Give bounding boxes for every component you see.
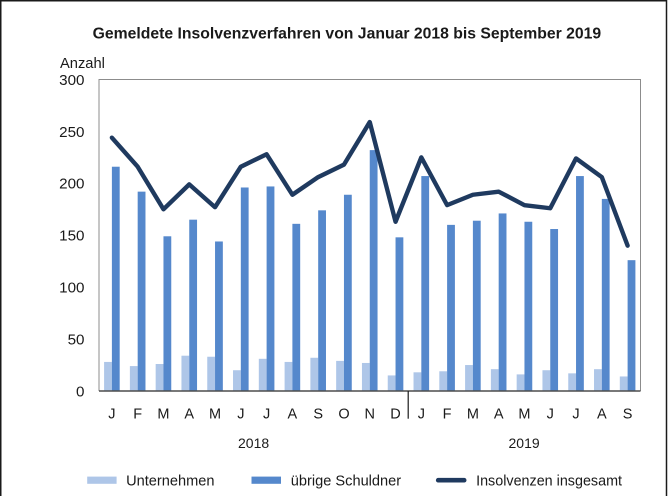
svg-text:F: F (133, 406, 142, 422)
svg-text:M: M (467, 406, 479, 422)
svg-text:J: J (572, 406, 579, 422)
svg-text:M: M (157, 406, 169, 422)
svg-text:Anzahl: Anzahl (60, 56, 105, 72)
svg-text:J: J (547, 406, 554, 422)
svg-text:O: O (338, 406, 349, 422)
svg-text:150: 150 (59, 228, 84, 245)
svg-text:J: J (263, 406, 270, 422)
svg-text:übrige Schuldner: übrige Schuldner (291, 474, 401, 490)
svg-text:Gemeldete Insolvenzverfahren v: Gemeldete Insolvenzverfahren von Januar … (93, 26, 602, 43)
svg-text:100: 100 (59, 280, 84, 297)
svg-text:2019: 2019 (509, 435, 540, 451)
svg-text:Insolvenzen insgesamt: Insolvenzen insgesamt (476, 474, 622, 490)
svg-text:J: J (237, 406, 244, 422)
svg-text:A: A (288, 406, 298, 422)
svg-text:50: 50 (68, 331, 85, 348)
svg-text:0: 0 (76, 383, 84, 400)
svg-text:A: A (494, 406, 504, 422)
svg-text:Unternehmen: Unternehmen (126, 474, 214, 490)
svg-text:M: M (209, 406, 221, 422)
svg-text:S: S (313, 406, 323, 422)
svg-text:S: S (623, 406, 633, 422)
svg-text:2018: 2018 (238, 435, 269, 451)
svg-text:J: J (108, 406, 115, 422)
svg-text:250: 250 (59, 124, 84, 141)
svg-text:A: A (184, 406, 194, 422)
svg-text:M: M (518, 406, 530, 422)
svg-text:F: F (443, 406, 452, 422)
svg-text:A: A (597, 406, 607, 422)
svg-text:200: 200 (59, 176, 84, 193)
svg-text:300: 300 (59, 72, 84, 89)
svg-text:D: D (390, 406, 400, 422)
svg-text:N: N (365, 406, 375, 422)
svg-text:J: J (418, 406, 425, 422)
